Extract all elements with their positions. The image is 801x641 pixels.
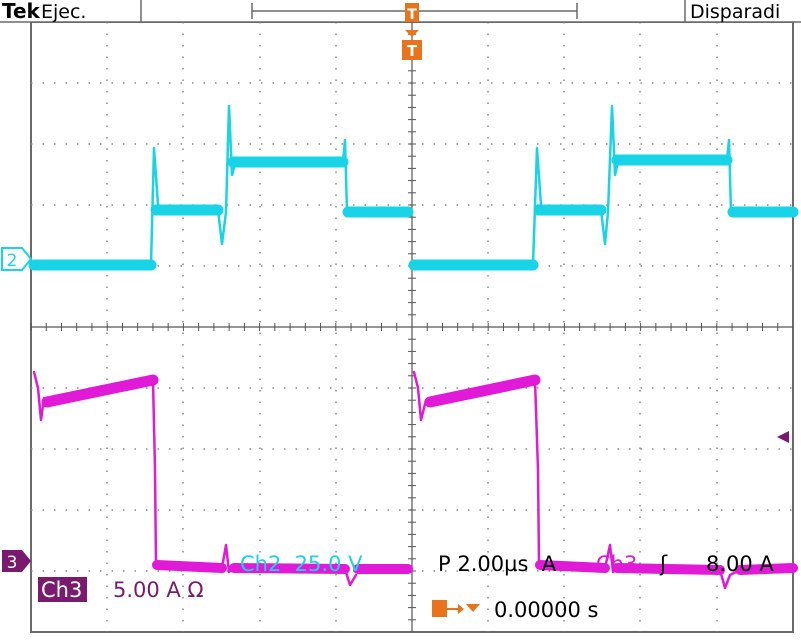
- trigger-slope-icon: ʃ: [659, 552, 668, 576]
- brand-logo: Tek: [2, 0, 41, 23]
- timebase-readout: P 2.00µs A: [438, 552, 557, 576]
- trigger-position-label: T: [407, 7, 417, 23]
- trigger-marker-label: T: [407, 42, 418, 60]
- acquisition-status: Ejec.: [41, 1, 86, 23]
- ch2-marker-label: 2: [7, 251, 18, 271]
- center-axes: [30, 21, 793, 632]
- trigger-delay-icon: [432, 600, 480, 617]
- ch3-waveform: [32, 370, 798, 590]
- trigger-marker-box: [402, 40, 422, 60]
- trigger-delay-readout: 0.00000 s: [494, 598, 598, 622]
- trigger-position-icon: T: [405, 3, 419, 23]
- ch2-scale-readout: Ch2 25.0 V: [240, 552, 363, 576]
- ch3-label-background: [38, 577, 87, 602]
- ch3-label: Ch3: [41, 578, 82, 602]
- trigger-arrow-icon: [405, 30, 419, 37]
- trigger-level-arrow-icon: [777, 431, 789, 443]
- trigger-status: Disparadi: [690, 1, 780, 23]
- ch2-waveform: [28, 104, 799, 271]
- ch3-scale-readout: 5.00 A Ω: [113, 578, 204, 602]
- ch3-marker-label: 3: [7, 553, 18, 573]
- trigger-source-readout: Ch3: [596, 552, 637, 576]
- ch2-ground-marker: 2: [1, 247, 33, 271]
- trigger-level-readout: 8.00 A: [706, 552, 774, 576]
- ch3-ground-marker: 3: [2, 550, 31, 573]
